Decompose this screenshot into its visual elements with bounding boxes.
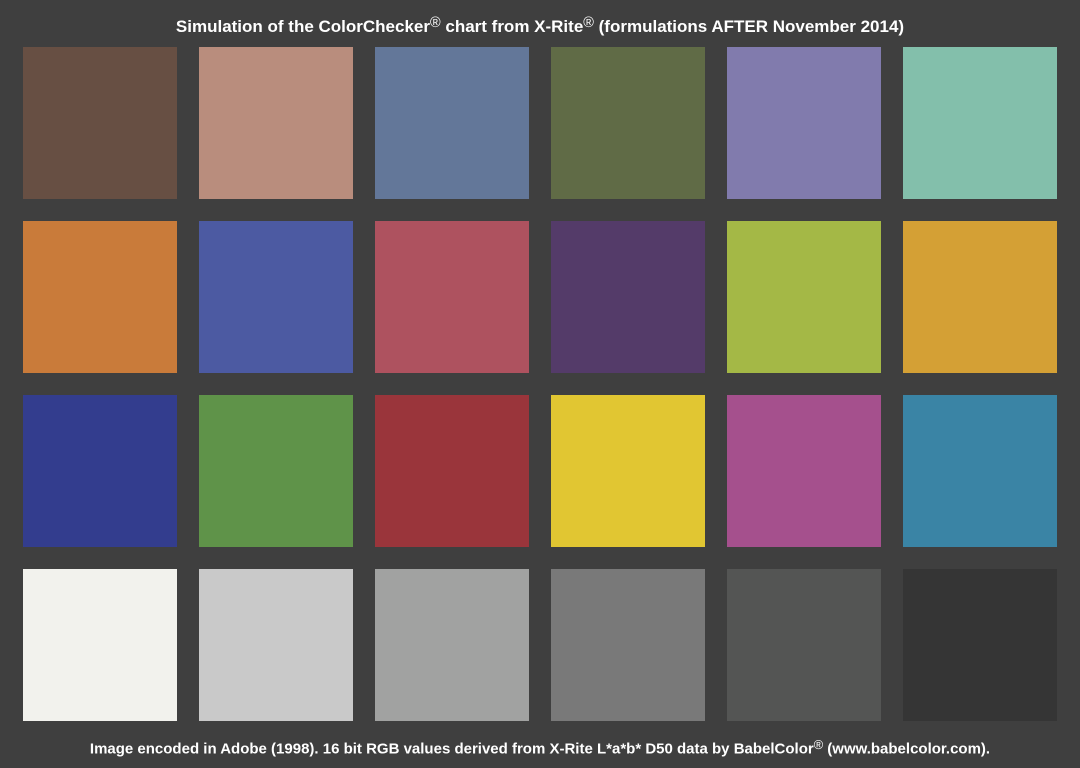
footer-text-1: Image encoded in Adobe (1998). 16 bit RG… (89, 740, 814, 758)
color-patch (551, 221, 705, 373)
title-text-2: chart from X-Rite (440, 17, 584, 37)
footer-registered-mark: ® (813, 737, 824, 752)
color-patch (199, 47, 353, 199)
color-patch (375, 47, 529, 199)
color-patch (199, 221, 353, 373)
title-registered-mark-2: ® (583, 15, 594, 31)
color-patch (903, 569, 1057, 721)
color-patch (727, 395, 881, 547)
color-patch (375, 395, 529, 547)
footer-text-2: (www.babelcolor.com). (823, 740, 991, 758)
color-patch (23, 569, 177, 721)
color-patch (551, 395, 705, 547)
color-patch (727, 221, 881, 373)
footer-note: Image encoded in Adobe (1998). 16 bit RG… (0, 735, 1080, 759)
color-patch (551, 569, 705, 721)
color-patch (551, 47, 705, 199)
color-patch-grid (23, 47, 1057, 721)
color-patch (903, 221, 1057, 373)
color-patch (23, 221, 177, 373)
title-text-1: Simulation of the ColorChecker (175, 17, 430, 37)
chart-title: Simulation of the ColorChecker® chart fr… (0, 12, 1080, 38)
color-patch (375, 221, 529, 373)
color-patch (375, 569, 529, 721)
color-patch (23, 47, 177, 199)
color-patch (199, 569, 353, 721)
color-patch (23, 395, 177, 547)
color-patch (903, 47, 1057, 199)
color-patch (727, 47, 881, 199)
title-text-3: (formulations AFTER November 2014) (593, 17, 905, 37)
color-patch (199, 395, 353, 547)
color-patch (903, 395, 1057, 547)
title-registered-mark-1: ® (430, 15, 441, 31)
color-patch (727, 569, 881, 721)
